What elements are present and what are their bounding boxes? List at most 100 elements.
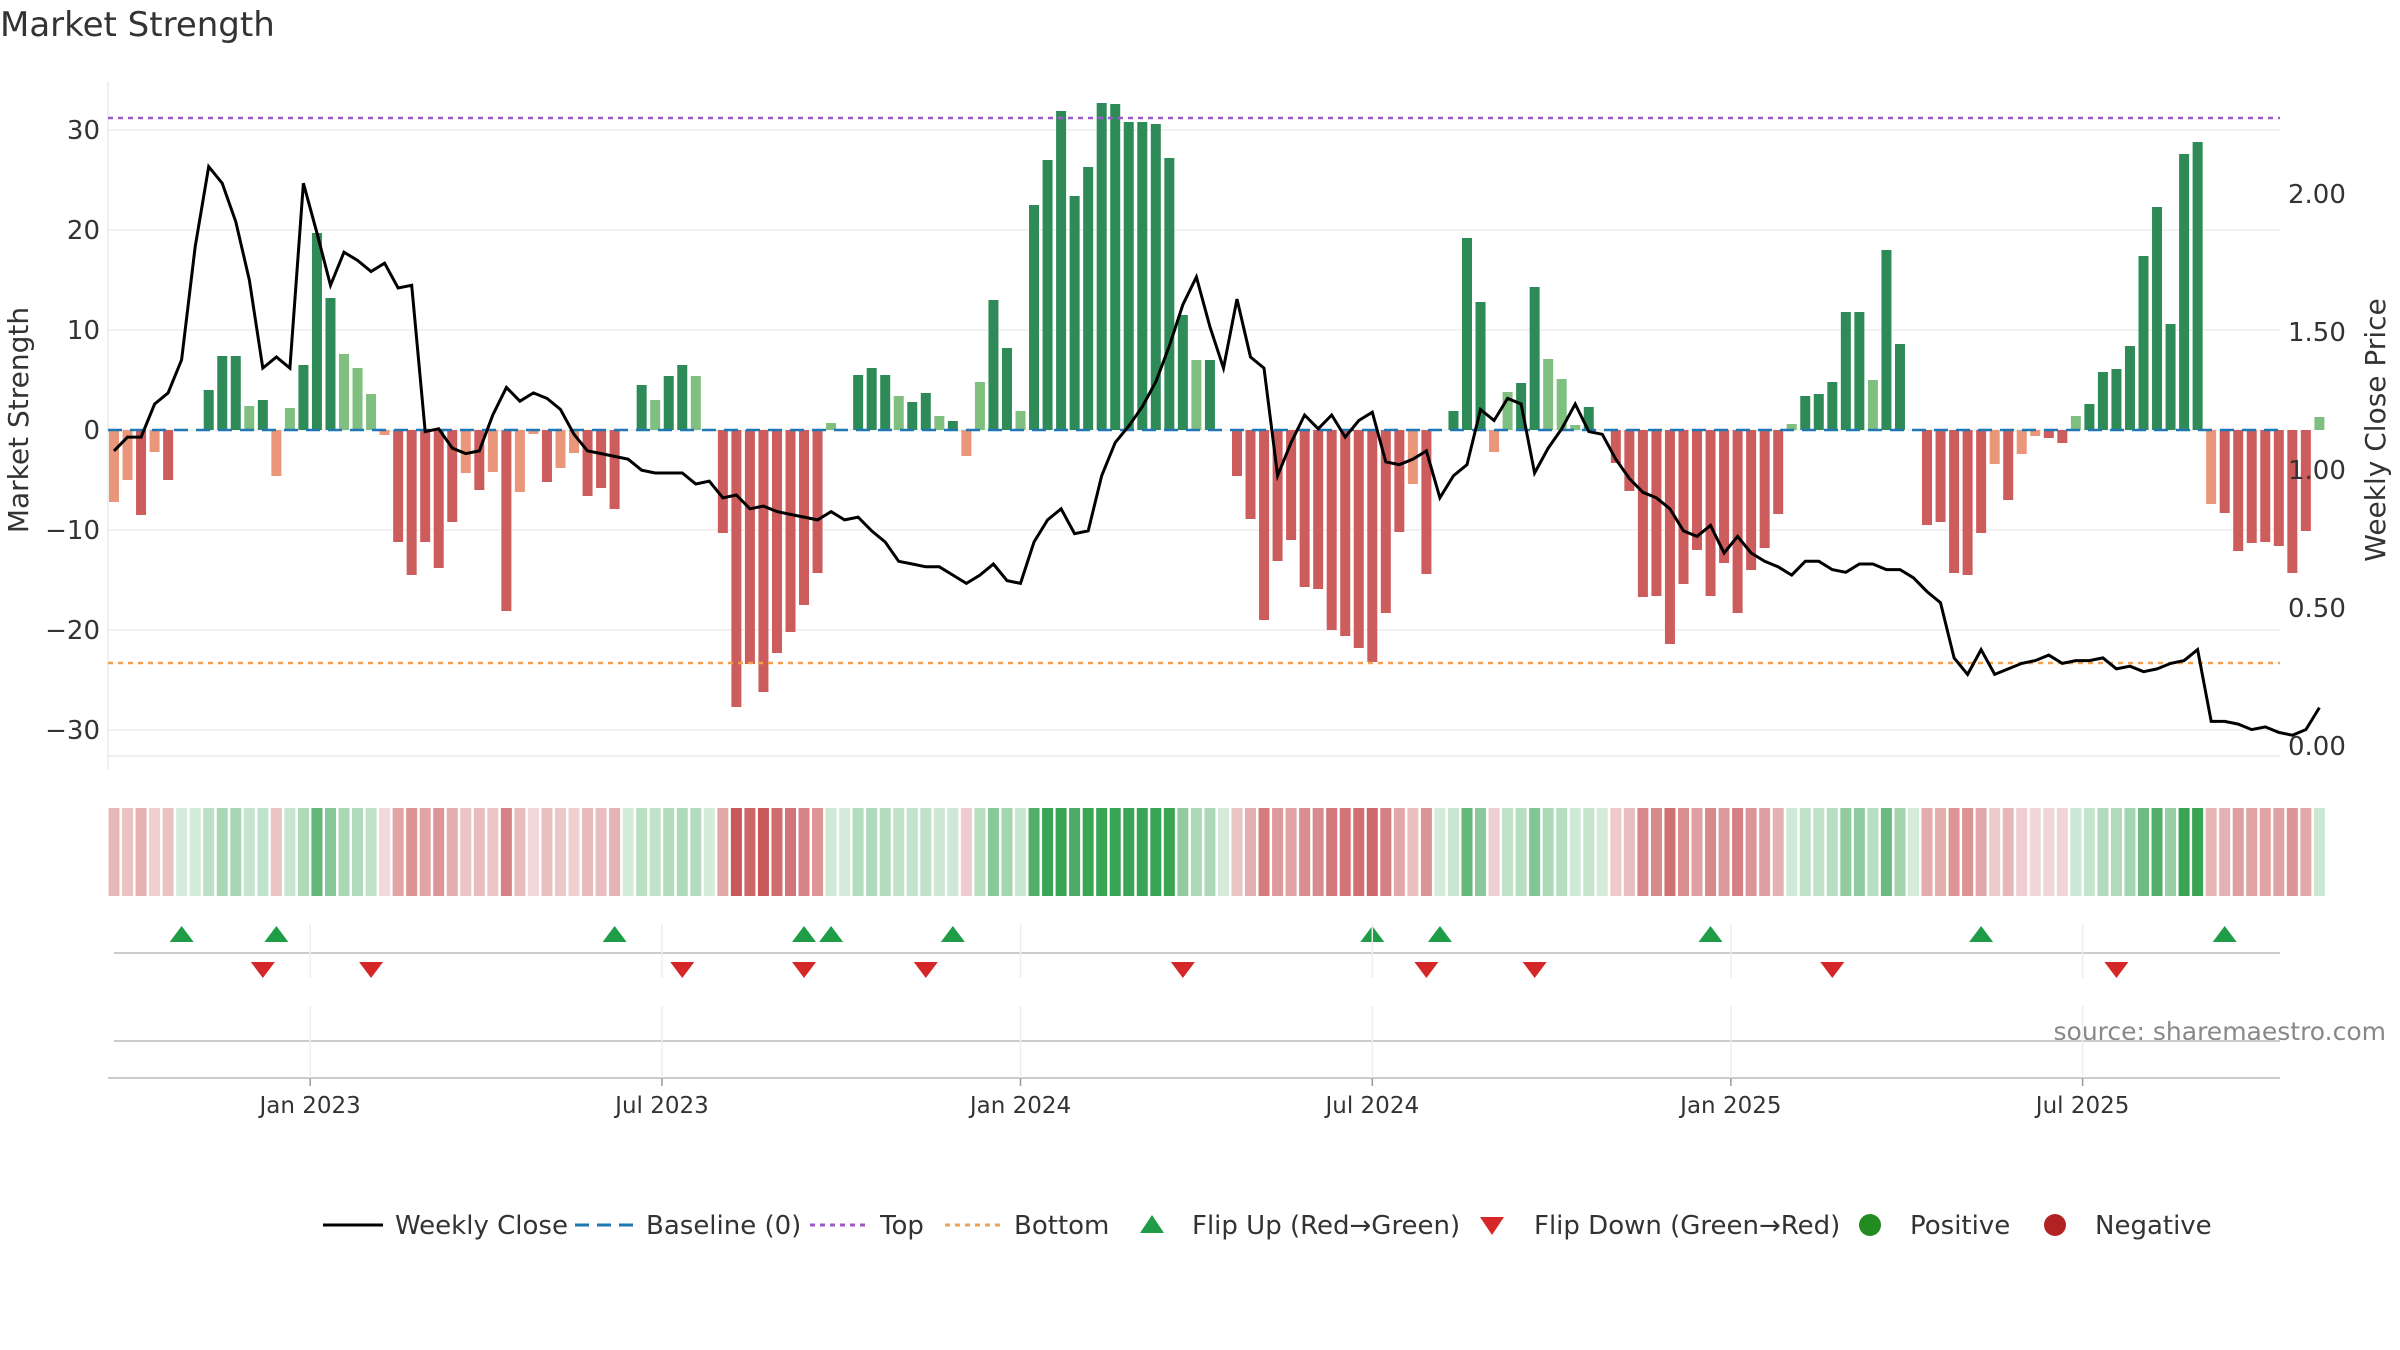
heat-cell	[2286, 808, 2298, 896]
reference-lines	[108, 116, 2280, 665]
strength-bar	[203, 390, 214, 430]
strength-bar	[244, 406, 255, 430]
strength-bar	[1096, 103, 1107, 430]
heat-cell	[1299, 808, 1311, 896]
heat-cell	[365, 808, 377, 896]
heat-cell	[2165, 808, 2177, 896]
heat-cell	[2056, 808, 2068, 896]
heat-cell	[514, 808, 526, 896]
strength-bar	[163, 430, 174, 480]
heat-cell	[2083, 808, 2095, 896]
heat-cell	[676, 808, 688, 896]
heat-cell	[906, 808, 918, 896]
strength-bar	[880, 375, 891, 430]
strength-heat-strip	[108, 808, 2325, 896]
strength-bar	[1137, 122, 1148, 430]
right-tick-label: 2.00	[2288, 180, 2346, 210]
heat-cell	[1380, 808, 1392, 896]
legend-label: Baseline (0)	[646, 1211, 801, 1241]
heat-cell	[609, 808, 621, 896]
heat-cell	[2110, 808, 2122, 896]
strength-bar	[2233, 430, 2244, 551]
heat-cell	[703, 808, 715, 896]
heat-cell	[595, 808, 607, 896]
strength-bar	[298, 365, 309, 430]
strength-bar	[2300, 430, 2311, 531]
heat-cell	[554, 808, 566, 896]
weekly-close-line	[112, 163, 2321, 737]
strength-bar	[1272, 430, 1283, 561]
heat-cell	[812, 808, 824, 896]
heat-cell	[1258, 808, 1270, 896]
strength-bar	[1177, 315, 1188, 430]
heat-cell	[433, 808, 445, 896]
strength-bar	[1475, 302, 1486, 430]
heat-cell	[960, 808, 972, 896]
x-axis: Jan 2023 Jul 2023 Jan 2024 Jul 2024 Jan 2025…	[108, 924, 2280, 1119]
legend: Weekly Close Baseline (0) Top Bottom Flip Up…	[323, 1211, 2212, 1241]
strength-bar	[1692, 430, 1703, 550]
strength-bar	[420, 430, 431, 542]
strength-bar	[217, 356, 228, 430]
heat-cell	[1840, 808, 1852, 896]
legend-label: Bottom	[1014, 1211, 1109, 1241]
flip-down-marker	[670, 962, 695, 978]
heat-cell	[419, 808, 431, 896]
strength-bar	[2138, 256, 2149, 430]
left-tick-label: −10	[45, 516, 100, 546]
strength-bars	[109, 103, 2325, 707]
strength-bar	[1637, 430, 1648, 597]
heat-cell	[1475, 808, 1487, 896]
strength-bar	[230, 356, 241, 430]
strength-bar	[582, 430, 593, 496]
heat-cell	[1623, 808, 1635, 896]
heat-cell	[1948, 808, 1960, 896]
heat-cell	[460, 808, 472, 896]
x-tick-label: Jul 2025	[2034, 1093, 2130, 1119]
heat-cell	[2313, 808, 2325, 896]
heat-cell	[1488, 808, 1500, 896]
strength-bar	[1462, 238, 1472, 430]
strength-bar	[1962, 430, 1973, 575]
strength-bar	[1299, 430, 1310, 587]
heat-cell	[1393, 808, 1405, 896]
strength-bar	[1502, 392, 1513, 430]
heat-cell	[1529, 808, 1541, 896]
heat-cell	[1650, 808, 1662, 896]
strength-bar	[1529, 287, 1540, 430]
heat-cell	[500, 808, 512, 896]
heat-cell	[1745, 808, 1757, 896]
left-tick-label: 30	[67, 116, 100, 146]
heat-cell	[1231, 808, 1243, 896]
strength-bar	[907, 402, 918, 430]
heat-cell	[1880, 808, 1892, 896]
heat-cell	[2070, 808, 2082, 896]
heat-cell	[636, 808, 648, 896]
right-tick-label: 0.50	[2288, 594, 2346, 624]
strength-bar	[1922, 430, 1933, 525]
strength-bar	[1759, 430, 1770, 548]
heat-cell	[825, 808, 837, 896]
heat-cell	[2192, 808, 2204, 896]
strength-bar	[988, 300, 999, 430]
heat-cell	[1272, 808, 1284, 896]
heat-cell	[987, 808, 999, 896]
strength-bar	[109, 430, 119, 502]
flip-up-marker	[819, 926, 844, 942]
heat-cell	[1962, 808, 1974, 896]
heat-cell	[1637, 808, 1649, 896]
flip-down-marker	[359, 962, 384, 978]
strength-bar	[541, 430, 552, 482]
heat-cell	[284, 808, 296, 896]
strength-bar	[1353, 430, 1364, 648]
right-tick-labels: 2.00 1.50 1.00 0.50 0.00	[2288, 180, 2346, 762]
flip-down-marker	[250, 962, 275, 978]
heat-cell	[1015, 808, 1027, 896]
heat-cell	[149, 808, 161, 896]
flip-up-marker	[1427, 926, 1452, 942]
x-tick-label: Jul 2024	[1323, 1093, 1419, 1119]
heat-cell	[1610, 808, 1622, 896]
heat-cell	[297, 808, 309, 896]
strength-bar	[2192, 142, 2203, 430]
legend-swatch-flip-down	[1480, 1217, 1504, 1235]
